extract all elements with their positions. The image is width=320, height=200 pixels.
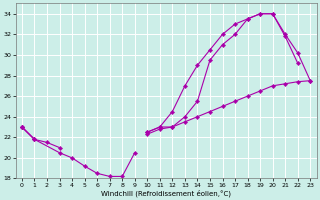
- X-axis label: Windchill (Refroidissement éolien,°C): Windchill (Refroidissement éolien,°C): [101, 189, 231, 197]
